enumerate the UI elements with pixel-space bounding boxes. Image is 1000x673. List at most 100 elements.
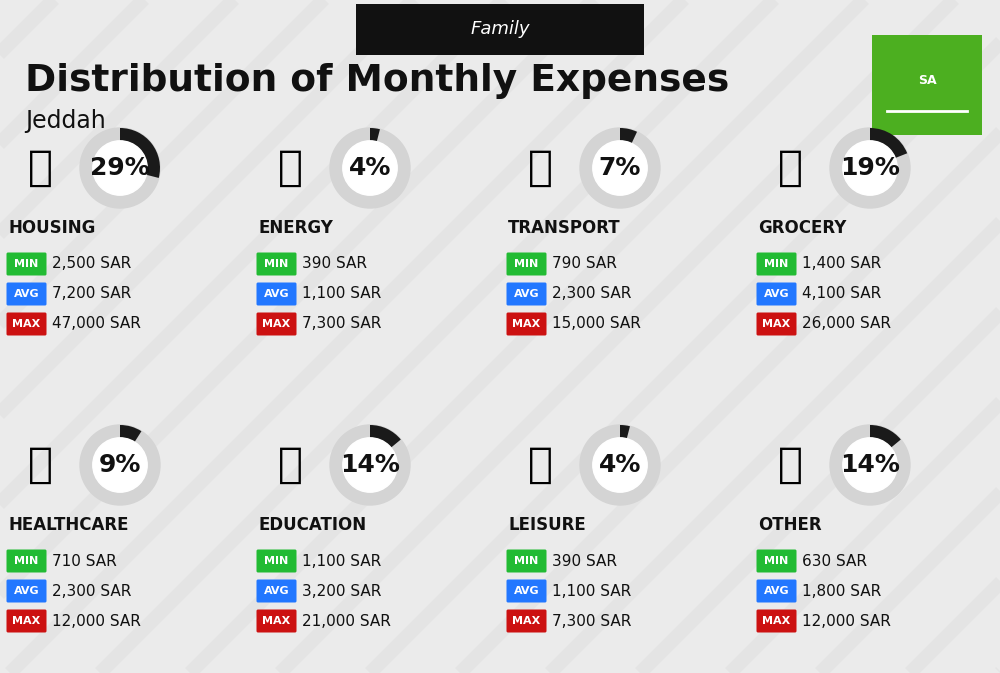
Text: AVG: AVG (264, 586, 289, 596)
Wedge shape (870, 128, 907, 158)
Text: MAX: MAX (262, 319, 291, 329)
FancyBboxPatch shape (507, 312, 547, 336)
Wedge shape (370, 128, 380, 141)
Circle shape (593, 438, 647, 492)
Wedge shape (370, 425, 401, 448)
Text: 7,300 SAR: 7,300 SAR (552, 614, 631, 629)
Wedge shape (870, 425, 901, 448)
Text: 🎓: 🎓 (278, 444, 302, 486)
FancyBboxPatch shape (757, 252, 797, 275)
Text: 630 SAR: 630 SAR (802, 553, 867, 569)
Text: AVG: AVG (14, 586, 39, 596)
Text: Family: Family (470, 20, 530, 38)
Text: MAX: MAX (12, 319, 41, 329)
Circle shape (330, 425, 410, 505)
Text: 390 SAR: 390 SAR (302, 256, 367, 271)
Wedge shape (620, 425, 630, 439)
Text: AVG: AVG (14, 289, 39, 299)
FancyBboxPatch shape (7, 579, 46, 602)
Text: 4%: 4% (599, 453, 641, 477)
Text: 7,200 SAR: 7,200 SAR (52, 287, 131, 302)
FancyBboxPatch shape (757, 549, 797, 573)
Text: 1,800 SAR: 1,800 SAR (802, 583, 881, 598)
FancyBboxPatch shape (7, 549, 46, 573)
Text: 15,000 SAR: 15,000 SAR (552, 316, 641, 332)
Circle shape (80, 128, 160, 208)
Text: 2,500 SAR: 2,500 SAR (52, 256, 131, 271)
Text: OTHER: OTHER (758, 516, 822, 534)
Text: 21,000 SAR: 21,000 SAR (302, 614, 391, 629)
Text: MIN: MIN (264, 556, 289, 566)
FancyBboxPatch shape (256, 610, 296, 633)
FancyBboxPatch shape (7, 283, 46, 306)
Circle shape (830, 128, 910, 208)
Text: 4,100 SAR: 4,100 SAR (802, 287, 881, 302)
Text: 🛍: 🛍 (528, 444, 552, 486)
Text: LEISURE: LEISURE (508, 516, 586, 534)
Text: AVG: AVG (514, 289, 539, 299)
Text: Distribution of Monthly Expenses: Distribution of Monthly Expenses (25, 63, 729, 99)
Text: ENERGY: ENERGY (258, 219, 333, 237)
Text: MIN: MIN (14, 556, 39, 566)
Text: 1,100 SAR: 1,100 SAR (302, 287, 381, 302)
FancyBboxPatch shape (256, 579, 296, 602)
Circle shape (830, 425, 910, 505)
Text: 390 SAR: 390 SAR (552, 553, 617, 569)
FancyBboxPatch shape (872, 35, 982, 135)
FancyBboxPatch shape (7, 610, 46, 633)
Text: MAX: MAX (12, 616, 41, 626)
Text: 14%: 14% (840, 453, 900, 477)
Text: Jeddah: Jeddah (25, 109, 106, 133)
FancyBboxPatch shape (256, 549, 296, 573)
Circle shape (593, 141, 647, 195)
FancyBboxPatch shape (7, 312, 46, 336)
Text: 2,300 SAR: 2,300 SAR (52, 583, 131, 598)
FancyBboxPatch shape (256, 283, 296, 306)
Circle shape (330, 128, 410, 208)
Wedge shape (120, 425, 141, 442)
Text: MAX: MAX (512, 616, 541, 626)
Text: MAX: MAX (762, 616, 791, 626)
Text: 🏢: 🏢 (28, 147, 52, 189)
Text: EDUCATION: EDUCATION (258, 516, 366, 534)
Text: 12,000 SAR: 12,000 SAR (802, 614, 891, 629)
FancyBboxPatch shape (507, 283, 547, 306)
FancyBboxPatch shape (757, 610, 797, 633)
Text: AVG: AVG (764, 586, 789, 596)
Text: 1,100 SAR: 1,100 SAR (302, 553, 381, 569)
FancyBboxPatch shape (507, 549, 547, 573)
Circle shape (343, 141, 397, 195)
Wedge shape (620, 128, 637, 143)
Text: 19%: 19% (840, 156, 900, 180)
Text: 🛒: 🛒 (778, 147, 802, 189)
Text: AVG: AVG (264, 289, 289, 299)
FancyBboxPatch shape (507, 610, 547, 633)
FancyBboxPatch shape (256, 252, 296, 275)
Text: MIN: MIN (514, 259, 539, 269)
Text: 14%: 14% (340, 453, 400, 477)
FancyBboxPatch shape (356, 4, 644, 55)
Circle shape (843, 141, 897, 195)
Text: MIN: MIN (764, 556, 789, 566)
Circle shape (343, 438, 397, 492)
FancyBboxPatch shape (757, 312, 797, 336)
Text: SA: SA (918, 75, 936, 87)
Text: 29%: 29% (90, 156, 150, 180)
FancyBboxPatch shape (7, 252, 46, 275)
Text: 710 SAR: 710 SAR (52, 553, 117, 569)
Text: MIN: MIN (264, 259, 289, 269)
Text: 47,000 SAR: 47,000 SAR (52, 316, 141, 332)
FancyBboxPatch shape (507, 252, 547, 275)
Text: MAX: MAX (762, 319, 791, 329)
Text: 🚌: 🚌 (528, 147, 552, 189)
Circle shape (580, 425, 660, 505)
Circle shape (93, 141, 147, 195)
FancyBboxPatch shape (256, 312, 296, 336)
Text: 790 SAR: 790 SAR (552, 256, 617, 271)
Wedge shape (120, 128, 160, 178)
Text: 9%: 9% (99, 453, 141, 477)
Text: 💓: 💓 (28, 444, 52, 486)
Text: AVG: AVG (514, 586, 539, 596)
Text: 💰: 💰 (778, 444, 802, 486)
Circle shape (93, 438, 147, 492)
